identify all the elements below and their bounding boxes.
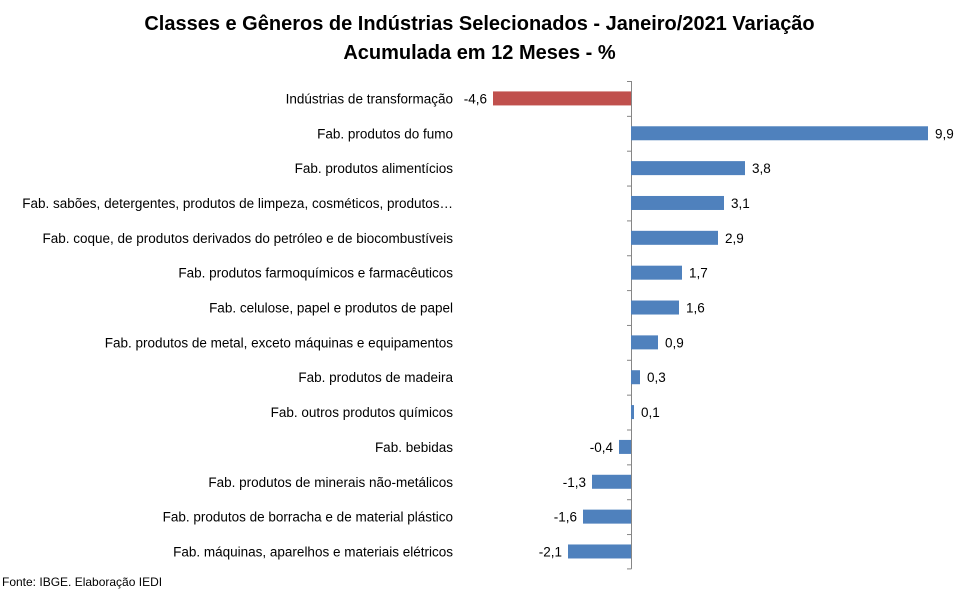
category-label: Fab. produtos de madeira	[298, 370, 453, 385]
bar	[631, 126, 928, 141]
bar	[592, 474, 631, 489]
data-label: -4,6	[464, 91, 487, 106]
bar	[631, 195, 724, 210]
bar	[631, 230, 718, 245]
data-label: 2,9	[725, 231, 744, 246]
bar	[493, 91, 631, 106]
bar	[631, 405, 634, 420]
category-label: Fab. outros produtos químicos	[271, 405, 454, 420]
data-label: 3,1	[731, 196, 750, 211]
category-label: Indústrias de transformação	[286, 91, 453, 106]
source-note: Fonte: IBGE. Elaboração IEDI	[2, 575, 163, 589]
data-label: -1,6	[554, 510, 577, 525]
category-label: Fab. produtos alimentícios	[295, 161, 454, 176]
data-label: 3,8	[752, 161, 771, 176]
data-label: -1,3	[563, 475, 586, 490]
chart-title-line-2: Acumulada em 12 Meses - %	[343, 42, 616, 64]
bar	[631, 300, 679, 315]
chart-title-line-1: Classes e Gêneros de Indústrias Selecion…	[144, 13, 815, 35]
bar	[583, 509, 631, 524]
data-label: 1,7	[689, 266, 708, 281]
category-label: Fab. produtos farmoquímicos e farmacêuti…	[178, 266, 453, 281]
category-label: Fab. produtos do fumo	[317, 126, 453, 141]
category-label: Fab. celulose, papel e produtos de papel	[209, 301, 453, 316]
bar	[631, 370, 640, 385]
data-label: 1,6	[686, 301, 705, 316]
bar	[619, 439, 631, 454]
data-label: 9,9	[935, 126, 954, 141]
data-label: 0,3	[647, 370, 666, 385]
category-label: Fab. produtos de minerais não-metálicos	[208, 475, 453, 490]
bar	[631, 161, 745, 176]
bar	[568, 544, 631, 559]
chart-title: Classes e Gêneros de Indústrias Selecion…	[0, 10, 959, 68]
bar	[631, 335, 658, 350]
data-label: 0,1	[641, 405, 660, 420]
category-label: Fab. produtos de metal, exceto máquinas …	[105, 335, 453, 350]
bar	[631, 265, 682, 280]
data-label: -0,4	[590, 440, 614, 455]
category-label: Fab. bebidas	[375, 440, 453, 455]
category-label: Fab. máquinas, aparelhos e materiais elé…	[173, 544, 453, 559]
category-label: Fab. produtos de borracha e de material …	[163, 510, 453, 525]
data-label: 0,9	[665, 335, 684, 350]
data-label: -2,1	[539, 544, 562, 559]
category-label: Fab. coque, de produtos derivados do pet…	[42, 231, 453, 246]
category-label: Fab. sabões, detergentes, produtos de li…	[22, 196, 453, 211]
